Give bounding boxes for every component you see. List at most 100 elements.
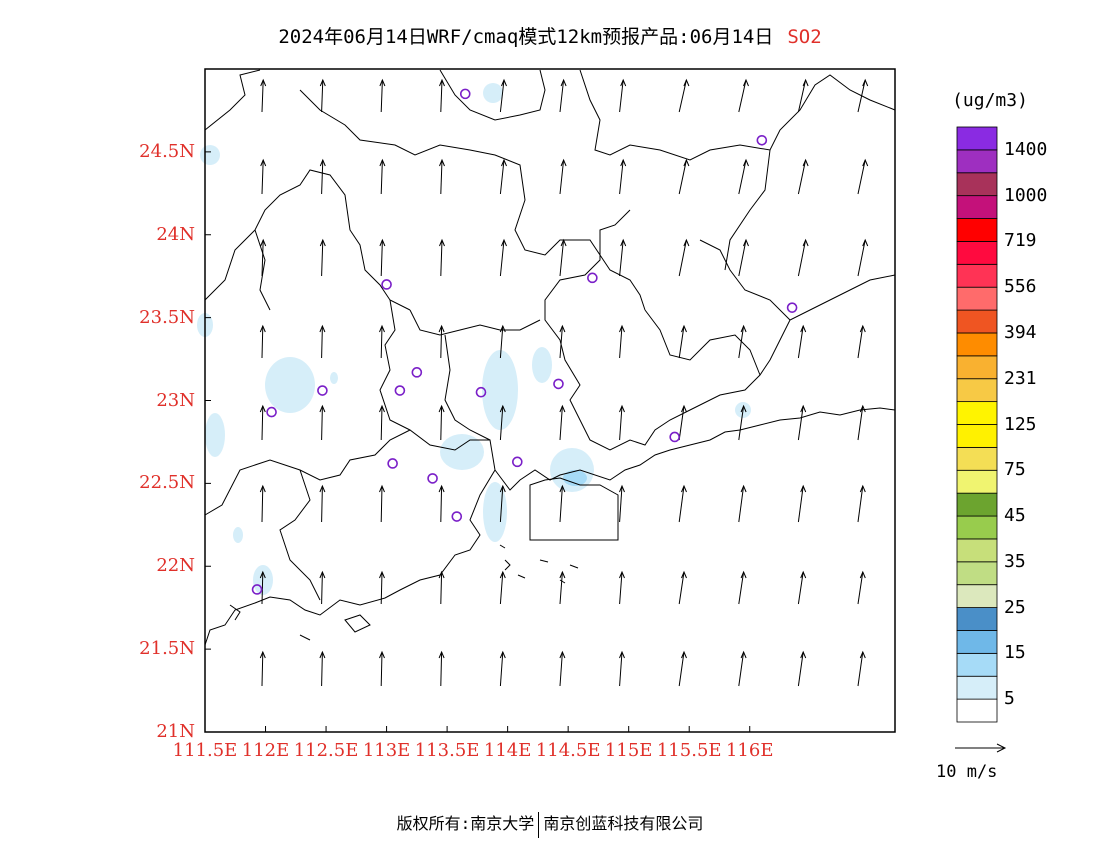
station-marker [394,385,406,396]
wind-arrowhead [319,158,326,167]
lon-label: 113.5E [414,740,480,761]
wind-arrowhead [501,78,507,87]
wind-arrow [738,159,747,195]
wind-arrowhead [681,650,687,659]
wind-arrow [261,651,264,687]
wind-arrowhead [560,78,567,87]
wind-arrow [797,159,807,195]
wind-arrow [797,571,804,605]
colorbar-segment [956,401,998,425]
wind-arrowhead [379,570,385,579]
plume-9 [563,470,587,486]
footer-separator [538,811,540,838]
wind-arrow [857,159,866,195]
wind-arrow [440,405,443,441]
wind-arrowhead [559,570,566,579]
wind-arrow [380,485,383,523]
wind-arrow [619,239,624,277]
wind-arrowhead [800,324,807,333]
lon-label: 115.5E [656,740,722,761]
colorbar-segment [956,332,998,357]
wind-arrowhead [743,158,749,167]
colorbar-label: 556 [1004,276,1037,298]
plume-14 [330,372,338,384]
wind-arrowhead [379,324,385,333]
wind-arrowhead [743,238,749,247]
plume-2 [200,145,220,165]
wind-scale-arrow [955,743,1007,753]
wind-vectors [259,78,869,687]
wind-arrow [738,79,747,113]
wind-arrowhead [438,324,445,333]
station-marker [317,385,328,396]
wind-arrowhead [619,324,625,333]
footer-right: 南京创蓝科技有限公司 [543,814,704,833]
wind-arrow [857,239,866,277]
wind-arrow [797,485,804,523]
wind-arrowhead [439,238,445,247]
wind-arrow [797,325,804,359]
wind-arrowhead [619,650,625,659]
wind-arrow [559,405,563,441]
wind-arrow [857,571,864,605]
station-marker [512,456,523,468]
station-marker [786,302,798,313]
wind-arrow [678,405,685,441]
wind-arrow [619,159,624,195]
wind-arrow [321,159,324,195]
wind-arrow [261,239,264,277]
wind-arrowhead [802,78,809,87]
wind-arrowhead [259,404,266,413]
wind-arrow [499,571,504,605]
lat-label: 22N [156,555,195,577]
footer-left: 版权所有:南京大学 [396,814,535,833]
wind-arrowhead [859,324,866,333]
wind-arrowhead [319,324,326,333]
wind-arrow [440,325,443,359]
station-marker [387,458,398,469]
wind-arrow [559,485,563,523]
wind-arrow [619,651,623,687]
lon-label: 112.5E [293,740,359,761]
wind-arrow [440,571,443,605]
station-marker [266,406,277,418]
wind-arrow [499,405,504,441]
colorbar-label: 75 [1004,459,1026,481]
colorbar-segment [956,126,998,151]
title-text: 2024年06月14日WRF/cmaq模式12km预报产品:06月14日 [278,26,774,48]
axis-ticks [204,151,751,733]
wind-arrowhead [859,570,866,579]
wind-arrowhead [260,78,267,87]
colorbar-segment [956,309,998,334]
wind-arrow [380,79,383,113]
wind-arrowhead [438,484,445,493]
wind-arrowhead [319,78,326,87]
colorbar-segment [956,263,998,288]
wind-arrowhead [619,484,625,493]
wind-arrowhead [862,158,869,167]
plume-5 [532,347,552,383]
wind-arrow [797,79,807,113]
concentration-plumes [197,83,751,595]
wind-arrow [678,651,685,687]
wind-arrow [738,651,745,687]
wind-arrow [380,325,383,359]
wind-arrowhead [559,324,566,333]
wind-arrow [380,651,383,687]
lon-label: 114.5E [535,740,601,761]
wind-arrowhead [800,570,807,579]
wind-arrowhead [740,570,747,579]
wind-arrowhead [743,78,749,87]
station-marker [553,378,564,390]
wind-arrow [857,405,864,441]
wind-arrowhead [740,324,747,333]
wind-arrowhead [501,238,507,247]
wind-arrowhead [620,158,627,167]
wind-arrowhead [683,158,690,167]
plume-7 [483,482,507,542]
wind-arrow [857,485,864,523]
lon-label: 115E [604,740,653,761]
wind-arrowhead [259,324,266,333]
wind-arrow [619,571,623,605]
wind-arrow [261,325,264,359]
